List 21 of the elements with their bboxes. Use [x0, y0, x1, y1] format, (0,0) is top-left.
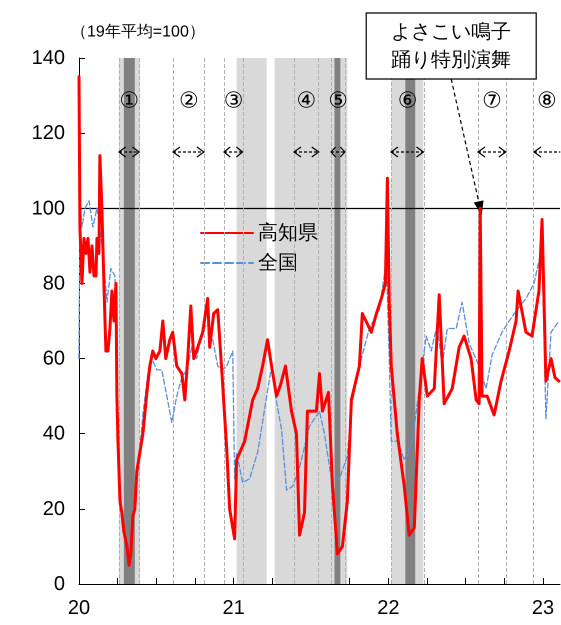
annotation: ⑤ [328, 88, 348, 112]
x-tick-label: 22 [377, 597, 400, 619]
y-tick-label: 40 [42, 422, 65, 445]
x-tick-label: 20 [68, 597, 90, 619]
annotation: ② [178, 88, 199, 112]
line-series [78, 75, 560, 567]
annotation: ④ [296, 88, 316, 112]
y-tick-label: 140 [32, 47, 65, 69]
x-tick-label: 21 [222, 597, 245, 619]
y-tick-label: 80 [42, 272, 65, 294]
y-tick-label: 20 [42, 498, 65, 520]
x-tick-label: 23 [532, 597, 554, 619]
annotation: ③ [224, 88, 244, 112]
y-tick-label: 120 [32, 122, 65, 144]
annotation: よさこい鳴子踊り特別演舞 [391, 21, 512, 71]
annotation: ⑧ [536, 88, 557, 112]
y-axis-title: （19年平均=100） [71, 24, 205, 40]
y-tick-label: 0 [54, 573, 65, 595]
y-tick-label: 60 [42, 348, 65, 370]
annotation: ⑦ [482, 88, 502, 112]
y-tick-label: 100 [32, 197, 65, 220]
